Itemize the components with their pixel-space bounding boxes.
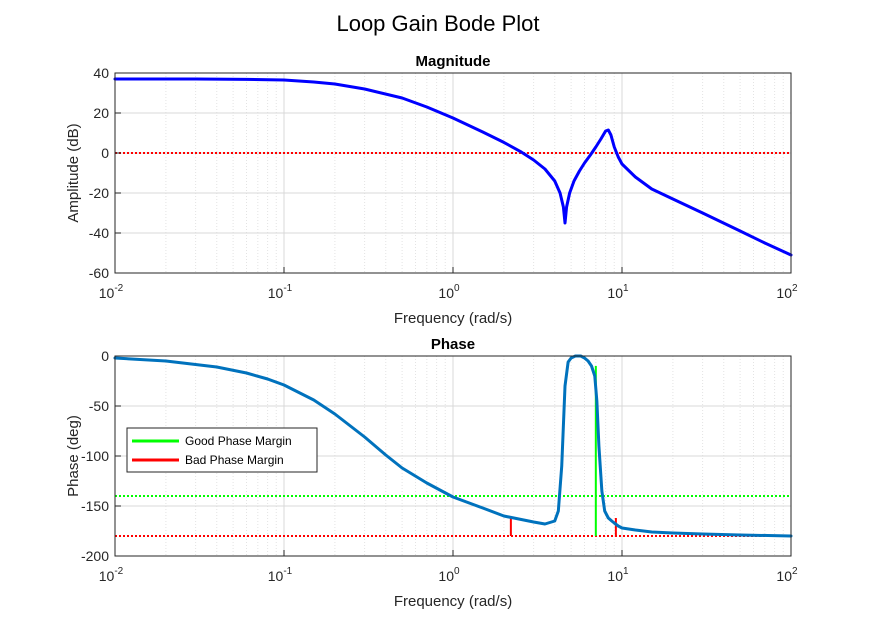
phase-x-tick-label: 100 [438, 566, 460, 584]
phase-y-tick-label: 0 [101, 348, 109, 364]
phase-y-tick-label: -200 [81, 548, 109, 564]
phase-series-line-0 [113, 354, 793, 538]
legend-label-1: Bad Phase Margin [185, 453, 284, 467]
magnitude-y-tick-label: -40 [89, 225, 109, 241]
magnitude-y-tick-label: -60 [89, 265, 109, 281]
magnitude-x-axis-label: Frequency (rad/s) [394, 310, 512, 327]
magnitude-x-tick-label: 101 [607, 283, 629, 301]
phase-x-tick-exponent: -1 [283, 566, 292, 577]
phase-x-tick-base: 10 [438, 568, 454, 584]
phase-x-tick-exponent: -2 [114, 566, 123, 577]
magnitude-x-tick-base: 10 [776, 285, 792, 301]
magnitude-series-line-0 [113, 77, 793, 257]
legend-label-0: Good Phase Margin [185, 434, 292, 448]
magnitude-x-tick-exponent: 0 [454, 283, 460, 294]
magnitude-x-tick-base: 10 [99, 285, 115, 301]
phase-x-tick-label: 10-2 [99, 566, 124, 584]
phase-y-tick-label: -50 [89, 398, 109, 414]
magnitude-y-tick-label: 0 [101, 145, 109, 161]
magnitude-x-tick-label: 102 [776, 283, 798, 301]
figure-title: Loop Gain Bode Plot [336, 11, 539, 36]
magnitude-y-axis-label: Amplitude (dB) [65, 123, 82, 222]
magnitude-x-tick-exponent: -1 [283, 283, 292, 294]
phase-x-tick-base: 10 [268, 568, 284, 584]
magnitude-y-tick-label: -20 [89, 185, 109, 201]
magnitude-x-tick-label: 10-1 [268, 283, 293, 301]
phase-y-tick-label: -100 [81, 448, 109, 464]
magnitude-x-tick-label: 10-2 [99, 283, 124, 301]
phase-x-tick-exponent: 2 [792, 566, 798, 577]
phase-x-axis-label: Frequency (rad/s) [394, 593, 512, 610]
phase-x-tick-exponent: 0 [454, 566, 460, 577]
magnitude-x-tick-exponent: 1 [623, 283, 629, 294]
phase-x-tick-label: 10-1 [268, 566, 293, 584]
phase-x-tick-base: 10 [99, 568, 115, 584]
phase-x-tick-label: 101 [607, 566, 629, 584]
magnitude-x-tick-base: 10 [268, 285, 284, 301]
magnitude-x-tick-base: 10 [607, 285, 623, 301]
magnitude-x-tick-exponent: -2 [114, 283, 123, 294]
magnitude-x-tick-label: 100 [438, 283, 460, 301]
phase-legend: Good Phase Margin Bad Phase Margin [126, 427, 318, 473]
phase-y-axis-label: Phase (deg) [65, 415, 82, 497]
phase-x-tick-exponent: 1 [623, 566, 629, 577]
phase-axes-title: Phase [431, 336, 475, 353]
magnitude-y-tick-label: 20 [93, 105, 109, 121]
phase-x-tick-base: 10 [776, 568, 792, 584]
legend-box [126, 427, 318, 473]
phase-x-tick-label: 102 [776, 566, 798, 584]
magnitude-x-tick-base: 10 [438, 285, 454, 301]
magnitude-y-tick-label: 40 [93, 65, 109, 81]
phase-x-tick-base: 10 [607, 568, 623, 584]
phase-axes: 10-2 10-1 100 101 102-200-150-100-500PhaseFr… [65, 336, 798, 610]
phase-y-tick-label: -150 [81, 498, 109, 514]
magnitude-axes: 10-2 10-1 100 101 102-60-40-2002040Magnitude… [65, 53, 798, 327]
magnitude-axes-title: Magnitude [416, 53, 491, 70]
magnitude-x-tick-exponent: 2 [792, 283, 798, 294]
